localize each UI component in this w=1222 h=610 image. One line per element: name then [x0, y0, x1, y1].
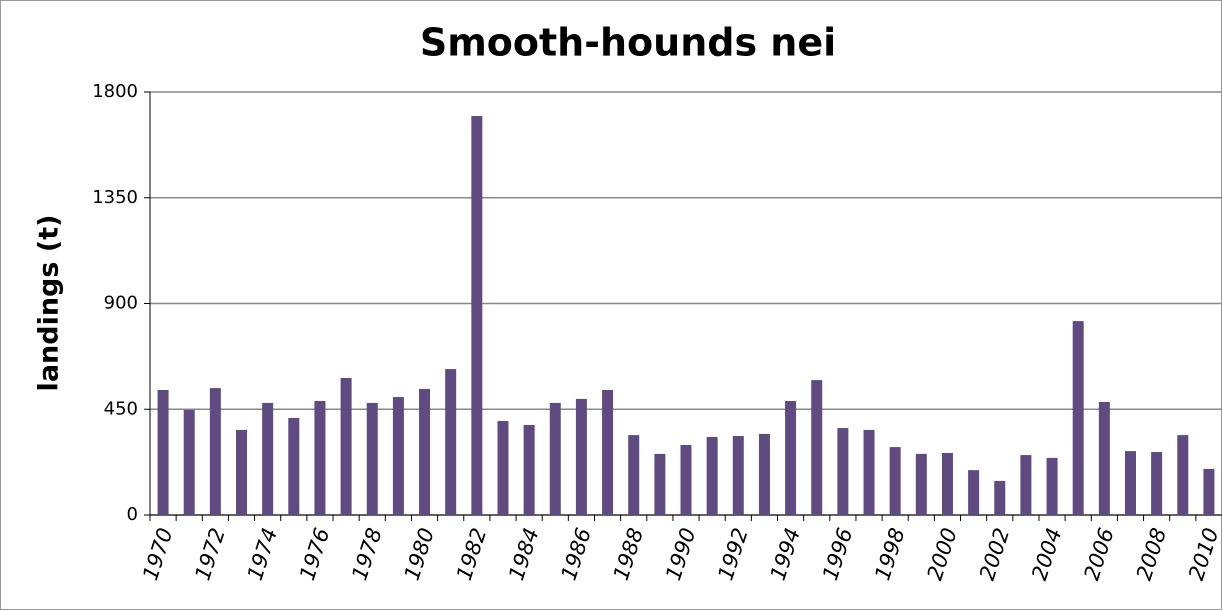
bar	[549, 402, 561, 515]
bar	[941, 452, 953, 515]
bar	[654, 453, 666, 515]
bar	[732, 436, 744, 515]
bar	[1098, 401, 1110, 515]
bar	[1124, 451, 1136, 515]
bar	[994, 480, 1006, 515]
y-axis-label: landings (t)	[34, 215, 65, 392]
bar	[419, 389, 431, 515]
bar	[471, 115, 483, 515]
bar	[811, 380, 823, 515]
y-tick-label: 0	[127, 504, 138, 525]
bar	[1046, 457, 1058, 515]
bar	[288, 417, 300, 515]
bar	[236, 429, 248, 515]
bar	[1072, 321, 1084, 515]
bar	[497, 421, 509, 515]
bar	[262, 402, 274, 515]
bar	[602, 389, 614, 515]
bar	[575, 398, 587, 515]
bar	[628, 435, 640, 515]
y-tick-label: 1350	[92, 187, 138, 208]
bar	[1020, 455, 1032, 515]
chart-title: Smooth-hounds nei	[420, 21, 836, 65]
bar	[680, 444, 692, 515]
bar	[209, 388, 221, 515]
bar	[1203, 468, 1215, 515]
bar	[915, 453, 927, 515]
bar	[366, 402, 378, 515]
bar	[445, 369, 457, 515]
bar	[706, 436, 718, 515]
bar	[314, 401, 326, 515]
bar	[157, 389, 169, 515]
bar	[1177, 435, 1189, 515]
bar	[758, 433, 770, 515]
bar	[1151, 452, 1163, 515]
bar	[968, 470, 980, 515]
bar	[183, 409, 195, 515]
bar	[392, 397, 404, 515]
y-tick-label: 900	[104, 293, 138, 314]
bar	[785, 401, 797, 515]
bar	[523, 424, 535, 515]
y-tick-label: 1800	[92, 81, 138, 102]
bar	[340, 377, 352, 515]
y-tick-label: 450	[104, 398, 138, 419]
bar	[837, 428, 849, 515]
bar	[889, 447, 901, 515]
bar	[863, 429, 875, 515]
